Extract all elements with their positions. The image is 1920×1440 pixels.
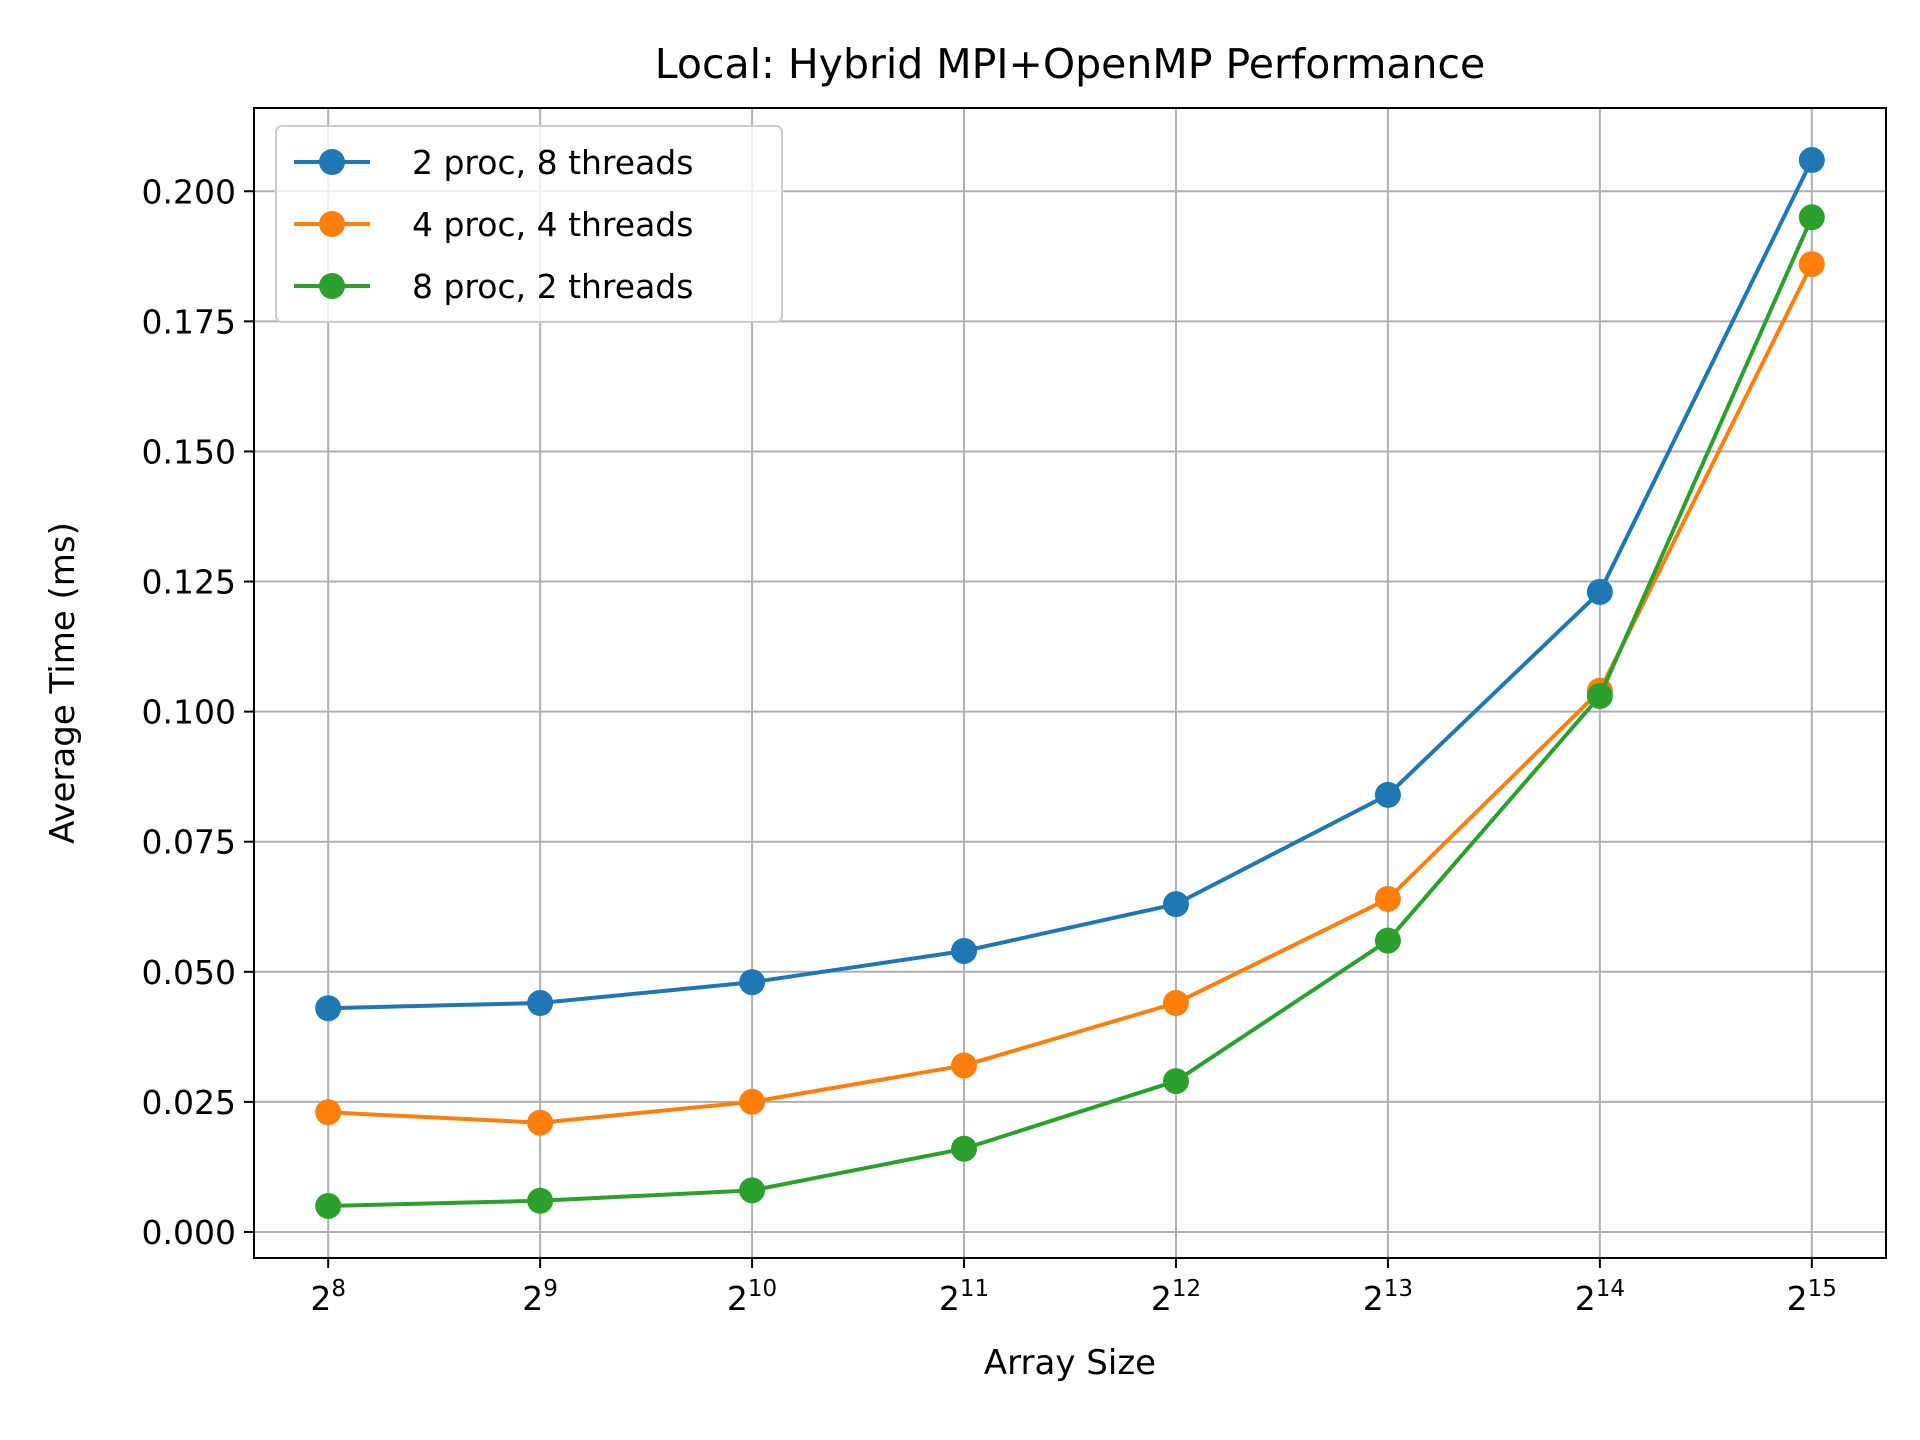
x-tick-label: 211 [939,1276,989,1318]
y-tick-label: 0.075 [142,823,236,862]
legend-label: 8 proc, 2 threads [412,267,693,306]
legend-item-3: 8 proc, 2 threads [294,267,693,306]
data-point [1162,1068,1189,1095]
data-point [1162,990,1189,1017]
data-point [527,1187,554,1214]
series-2 [315,251,1825,1136]
axis-ticks: 28 29 210 211 212 213 214 215 0.000 0.025 0.050 0.0… [142,172,1837,1318]
x-tick-label: 212 [1151,1276,1201,1318]
data-point [739,1177,766,1204]
y-tick-label: 0.000 [142,1213,236,1252]
legend: 2 proc, 8 threads 4 proc, 4 threads 8 proc… [275,125,783,323]
y-tick-label: 0.025 [142,1083,236,1122]
series-line [328,159,1814,1011]
series-1 [315,147,1825,1022]
y-tick-label: 0.200 [142,172,236,211]
data-point [739,969,766,996]
data-point [1798,251,1825,278]
x-tick-label: 215 [1787,1276,1837,1318]
data-point [951,1052,978,1079]
data-point [1374,781,1401,808]
plot-frame [253,107,1887,1259]
y-tick-label: 0.050 [142,953,236,992]
x-tick-label: 29 [522,1276,558,1318]
data-point [1374,927,1401,954]
data-point [315,1192,342,1219]
y-tick-label: 0.150 [142,432,236,471]
x-tick-label: 210 [727,1276,777,1318]
legend-label: 4 proc, 4 threads [412,205,693,244]
x-axis-label: Array Size [984,1343,1156,1383]
data-point [1798,204,1825,231]
y-tick-label: 0.100 [142,693,236,732]
series-3 [315,204,1825,1219]
data-point [1586,578,1613,605]
series-line [328,216,1814,1208]
chart-title: Local: Hybrid MPI+OpenMP Performance [655,40,1486,88]
data-point [1162,891,1189,918]
data-point [1374,885,1401,912]
data-point [315,995,342,1022]
legend-item-1: 2 proc, 8 threads [294,143,693,182]
legend-marker [319,149,345,175]
data-point [527,990,554,1017]
y-tick-label: 0.175 [142,302,236,341]
data-point [1586,683,1613,710]
x-tick-label: 28 [310,1276,346,1318]
x-tick-label: 214 [1575,1276,1625,1318]
data-point [739,1088,766,1115]
grid [254,108,1886,1258]
data-point [1798,147,1825,174]
data-point [951,937,978,964]
data-point [315,1099,342,1126]
legend-marker [319,211,345,237]
series-line [328,263,1814,1125]
plot-series [315,147,1825,1219]
legend-marker [319,273,345,299]
legend-label: 2 proc, 8 threads [412,143,693,182]
data-point [951,1135,978,1162]
y-axis-label: Average Time (ms) [43,522,83,844]
x-tick-label: 213 [1363,1276,1413,1318]
y-tick-label: 0.125 [142,563,236,602]
legend-item-2: 4 proc, 4 threads [294,205,693,244]
legend-box [275,125,783,323]
data-point [527,1109,554,1136]
